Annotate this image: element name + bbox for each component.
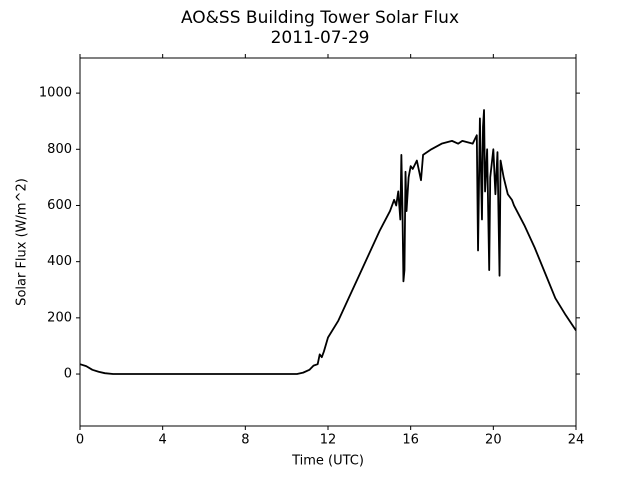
x-tick-label: 4 [159, 433, 167, 448]
chart-title: AO&SS Building Tower Solar Flux [181, 8, 459, 28]
y-tick-label: 0 [64, 367, 72, 382]
y-tick-label: 400 [47, 254, 72, 269]
x-tick-label: 0 [76, 433, 84, 448]
y-tick-label: 600 [47, 198, 72, 213]
y-tick-label: 1000 [39, 86, 72, 101]
x-tick-label: 24 [568, 433, 585, 448]
plot-frame [79, 57, 577, 427]
y-tick-label: 800 [47, 142, 72, 157]
chart-subtitle: 2011-07-29 [271, 28, 370, 48]
x-tick-label: 16 [402, 433, 419, 448]
x-tick-label: 20 [485, 433, 502, 448]
x-tick-label: 8 [241, 433, 249, 448]
y-tick-label: 200 [47, 310, 72, 325]
y-axis-label: Solar Flux (W/m^2) [15, 178, 30, 306]
x-axis-label: Time (UTC) [291, 454, 364, 469]
x-tick-label: 12 [320, 433, 337, 448]
series-line [79, 109, 577, 375]
